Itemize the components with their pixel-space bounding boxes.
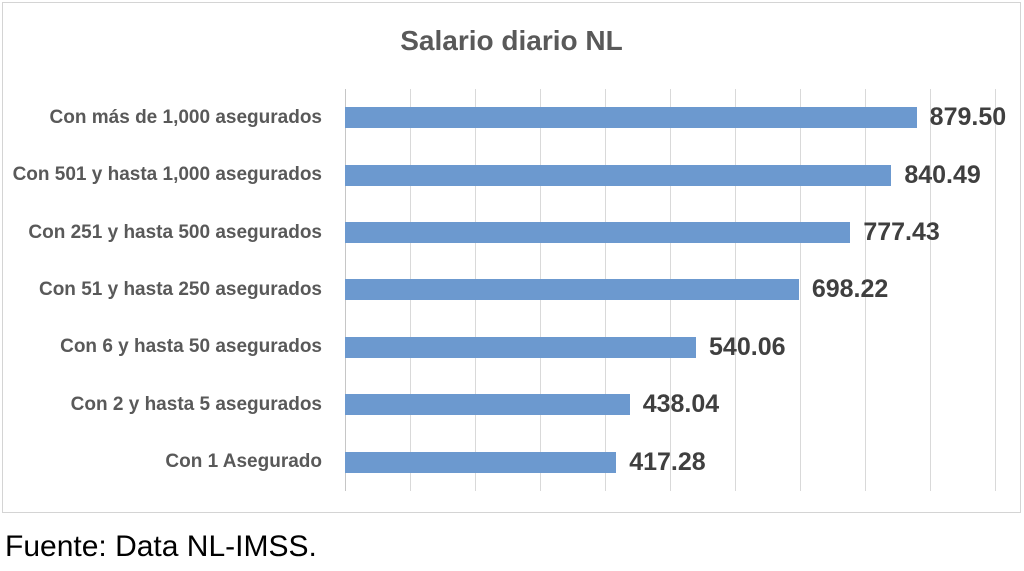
gridline	[930, 89, 931, 491]
bar	[345, 279, 799, 301]
bar-rows: Con más de 1,000 asegurados 879.50 Con 501…	[3, 89, 1020, 491]
gridline	[865, 89, 866, 491]
source-note: Fuente: Data NL-IMSS.	[5, 530, 317, 563]
category-label: Con 501 y hasta 1,000 asegurados	[12, 164, 322, 186]
chart-row: Con 501 y hasta 1,000 asegurados 840.49	[3, 146, 1020, 203]
category-label: Con 251 y hasta 500 asegurados	[28, 221, 322, 243]
gridline	[995, 89, 996, 491]
chart-title: Salario diario NL	[400, 25, 623, 56]
category-label: Con 1 Asegurado	[165, 451, 322, 473]
category-label: Con 51 y hasta 250 asegurados	[38, 278, 322, 300]
value-label: 417.28	[629, 447, 706, 476]
bar	[345, 164, 892, 186]
value-label: 777.43	[863, 218, 940, 247]
chart-row: Con 51 y hasta 250 asegurados 698.22	[3, 261, 1020, 318]
chart-row: Con más de 1,000 asegurados 879.50	[3, 89, 1020, 146]
value-label: 540.06	[709, 332, 786, 361]
bar	[345, 394, 630, 416]
bar	[345, 451, 617, 473]
chart-container: Salario diario NL Con más de 1,000 asegu…	[2, 2, 1021, 513]
bar	[345, 336, 697, 358]
gridline	[800, 89, 801, 491]
value-label: 879.50	[929, 103, 1007, 132]
chart-row: Con 251 y hasta 500 asegurados 777.43	[3, 204, 1020, 261]
value-label: 698.22	[811, 275, 889, 304]
bar	[345, 107, 917, 129]
bar	[345, 222, 851, 244]
value-label: 840.49	[904, 160, 981, 189]
category-label: Con más de 1,000 asegurados	[49, 106, 322, 128]
category-label: Con 2 y hasta 5 asegurados	[70, 393, 322, 415]
value-label: 438.04	[642, 390, 720, 419]
chart-row: Con 2 y hasta 5 asegurados 438.04	[3, 376, 1020, 433]
chart-row: Con 6 y hasta 50 asegurados 540.06	[3, 319, 1020, 376]
category-label: Con 6 y hasta 50 asegurados	[60, 336, 322, 358]
chart-row: Con 1 Asegurado 417.28	[3, 434, 1020, 491]
